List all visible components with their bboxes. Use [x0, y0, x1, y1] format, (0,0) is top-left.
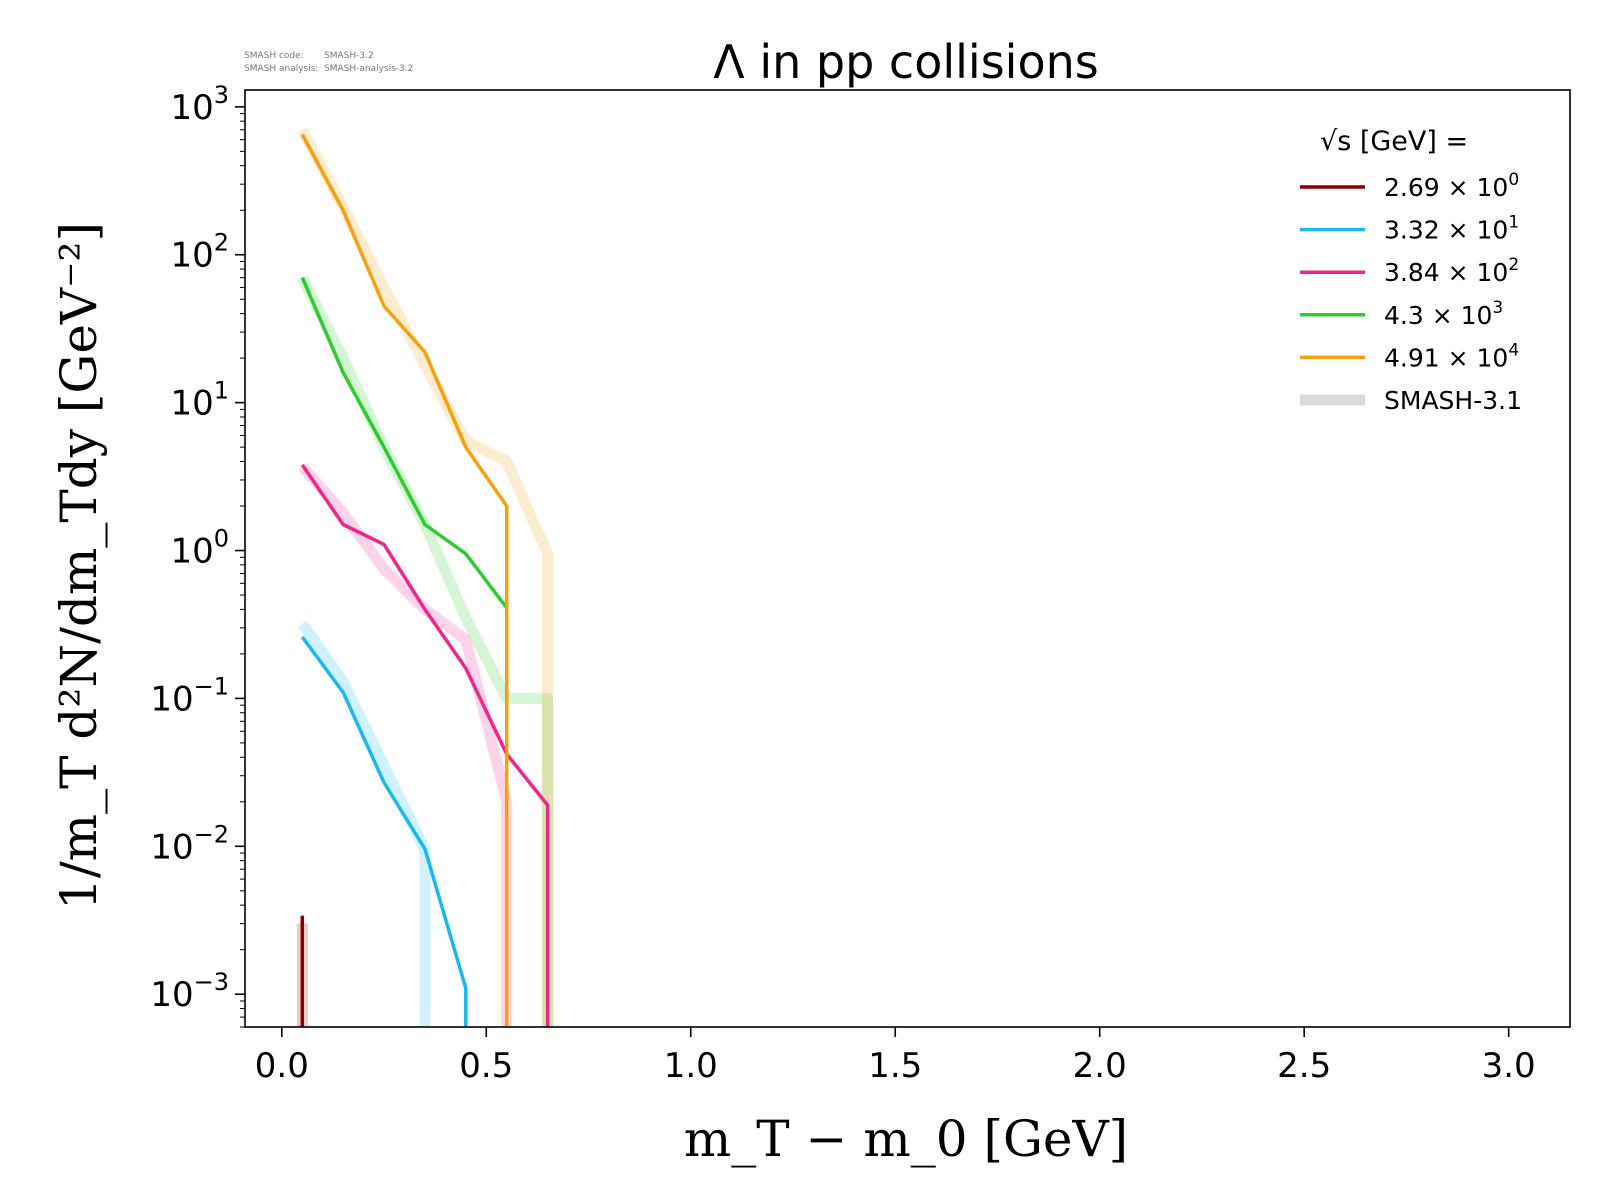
- legend-label-2: 3.84 × 102: [1384, 255, 1519, 287]
- legend-label-0: 2.69 × 100: [1384, 170, 1519, 202]
- y-tick-label-4: 101: [170, 377, 229, 424]
- y-tick-label-0: 10−3: [150, 968, 229, 1015]
- legend-label-4: 4.91 × 104: [1384, 340, 1519, 372]
- meta-code-value: SMASH-3.2: [324, 51, 374, 61]
- plot-frame: [244, 89, 1571, 1028]
- legend-label-reference: SMASH-3.1: [1384, 386, 1522, 415]
- reference-line-3: [297, 275, 554, 1027]
- y-axis-label-text: 1/m_T d²N/dm_Tdy [GeV⁻²]: [50, 222, 108, 910]
- chart-title: Λ in pp collisions: [713, 35, 1098, 89]
- x-axis: 0.0 0.5 1.0 1.5 2.0 2.5 3.0: [255, 1027, 1536, 1086]
- x-tick-label-2: 1.0: [664, 1046, 718, 1086]
- legend-label-3: 4.3 × 103: [1384, 298, 1503, 330]
- y-axis-label: 1/m_T d²N/dm_Tdy [GeV⁻²]: [50, 222, 108, 910]
- y-tick-label-3: 100: [170, 525, 229, 572]
- x-axis-label: m_T − m_0 [GeV]: [684, 1110, 1128, 1168]
- legend-label-1: 3.32 × 101: [1384, 213, 1519, 245]
- legend-title: √s [GeV] =: [1320, 126, 1468, 157]
- y-tick-label-6: 103: [170, 81, 229, 128]
- series-line-3: [300, 276, 509, 609]
- x-tick-label-5: 2.5: [1277, 1046, 1331, 1086]
- series-line-2: [300, 463, 550, 1027]
- x-tick-label-6: 3.0: [1482, 1046, 1536, 1086]
- y-tick-label-1: 10−2: [150, 820, 229, 867]
- series-line-4: [300, 133, 509, 1027]
- y-axis: 10−3 10−2 10−1 100 101 102 103: [150, 81, 245, 1028]
- meta-analysis-value: SMASH-analysis-3.2: [324, 64, 413, 74]
- meta-analysis-label: SMASH analysis:: [244, 64, 318, 74]
- x-tick-label-3: 1.5: [868, 1046, 922, 1086]
- series-lines: [300, 133, 550, 1027]
- x-tick-label-1: 0.5: [459, 1046, 513, 1086]
- x-axis-label-text: m_T − m_0 [GeV]: [684, 1110, 1128, 1168]
- x-tick-label-0: 0.0: [255, 1046, 309, 1086]
- series-line-1: [300, 635, 468, 1027]
- x-tick-label-4: 2.0: [1073, 1046, 1127, 1086]
- meta-code-label: SMASH code:: [244, 51, 304, 61]
- legend: √s [GeV] = 2.69 × 100 3.32 × 101 3.84 × 10…: [1300, 126, 1522, 415]
- reference-line-1: [297, 620, 431, 1027]
- y-tick-label-2: 10−1: [150, 672, 229, 719]
- y-tick-label-5: 102: [170, 229, 229, 276]
